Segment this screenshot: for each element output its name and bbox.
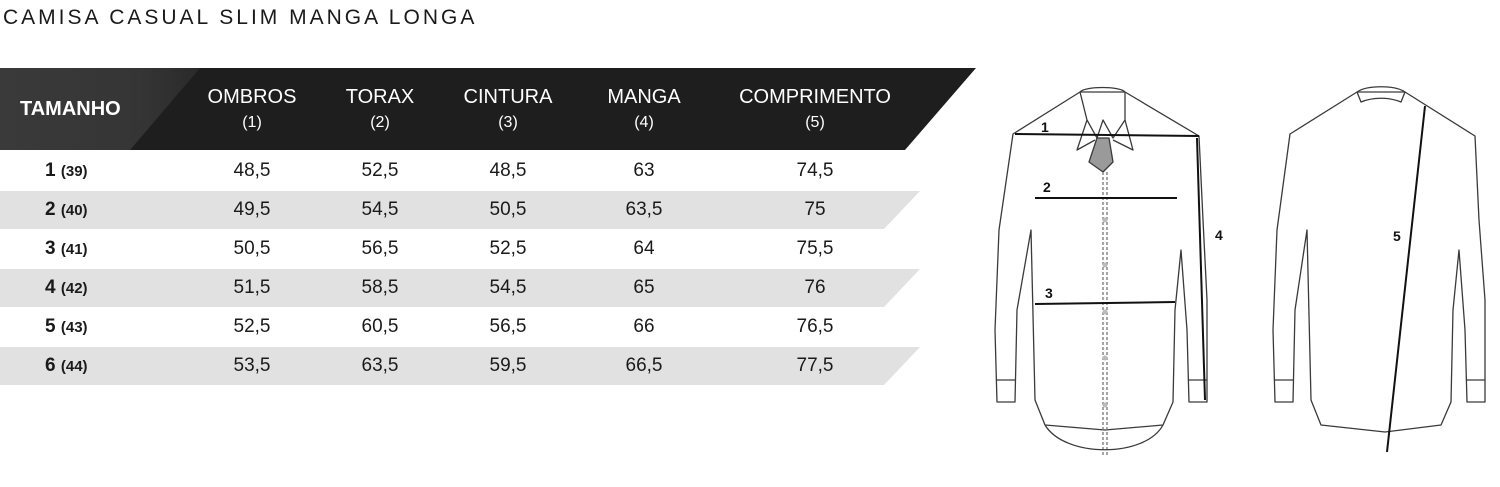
table-row: 4 (42) 51,5 58,5 54,5 65 76 (0, 269, 920, 307)
cell-cintura: 59,5 (489, 355, 527, 376)
cell-ombros: 53,5 (233, 355, 271, 376)
cell-torax: 54,5 (361, 199, 399, 220)
cell-manga: 65 (633, 277, 655, 298)
shirt-back-illustration (1272, 86, 1486, 433)
size-number: 2 (45, 199, 56, 220)
measure-label-2: 2 (1043, 179, 1051, 195)
column-number: (5) (805, 114, 825, 131)
cell-manga: 64 (633, 238, 655, 259)
column-label: MANGA (607, 86, 681, 108)
size-code: (40) (60, 202, 88, 219)
size-cell: 3 (41) (45, 230, 88, 268)
cell-ombros: 48,5 (233, 160, 271, 181)
column-header-torax: TORAX (2) (346, 84, 415, 136)
column-label: CINTURA (463, 86, 553, 108)
cell-comprimento: 77,5 (796, 355, 834, 376)
measure-line-shoulders (1014, 133, 1200, 137)
cell-ombros: 52,5 (233, 316, 271, 337)
size-number: 3 (45, 238, 56, 259)
cell-manga: 66 (633, 316, 655, 337)
column-header-ombros: OMBROS (1) (208, 84, 297, 136)
column-header-manga: MANGA (4) (607, 84, 680, 136)
table-row: 1 (39) 48,5 52,5 48,5 63 74,5 (0, 152, 920, 190)
size-code: (39) (60, 163, 88, 180)
cell-ombros: 49,5 (233, 199, 271, 220)
measure-label-1: 1 (1041, 119, 1049, 135)
column-number: (1) (242, 114, 262, 131)
cell-torax: 60,5 (361, 316, 399, 337)
size-code: (43) (60, 319, 88, 336)
size-cell: 6 (44) (45, 347, 88, 385)
size-cell: 2 (40) (45, 191, 88, 229)
table-row: 2 (40) 49,5 54,5 50,5 63,5 75 (0, 191, 920, 229)
size-code: (44) (60, 358, 88, 375)
size-cell: 5 (43) (45, 308, 88, 346)
size-code: (42) (60, 280, 88, 297)
size-number: 1 (45, 160, 56, 181)
measure-line-length (1386, 105, 1426, 453)
size-cell: 1 (39) (45, 152, 88, 190)
column-number: (3) (498, 114, 518, 131)
cell-manga: 66,5 (625, 355, 663, 376)
cell-manga: 63,5 (625, 199, 663, 220)
measure-label-4: 4 (1215, 227, 1223, 243)
cell-cintura: 52,5 (489, 238, 527, 259)
size-header: TAMANHO (20, 98, 121, 120)
cell-cintura: 56,5 (489, 316, 527, 337)
cell-cintura: 48,5 (489, 160, 527, 181)
measure-label-5: 5 (1393, 228, 1401, 244)
shirt-front-illustration (994, 86, 1208, 455)
cell-ombros: 50,5 (233, 238, 271, 259)
measure-line-sleeve (1196, 137, 1206, 401)
cell-comprimento: 75 (804, 199, 826, 220)
shirt-measurement-diagram: 1 2 3 4 5 (994, 86, 1486, 455)
cell-comprimento: 74,5 (796, 160, 834, 181)
column-header-comprimento: COMPRIMENTO (5) (739, 84, 891, 136)
cell-torax: 56,5 (361, 238, 399, 259)
size-code: (41) (60, 241, 88, 258)
cell-comprimento: 76 (804, 277, 826, 298)
measure-line-waist (1034, 301, 1176, 305)
cell-torax: 63,5 (361, 355, 399, 376)
cell-torax: 58,5 (361, 277, 399, 298)
table-row: 6 (44) 53,5 63,5 59,5 66,5 77,5 (0, 347, 920, 385)
cell-cintura: 54,5 (489, 277, 527, 298)
column-header-cintura: CINTURA (3) (464, 84, 553, 136)
table-row: 5 (43) 52,5 60,5 56,5 66 76,5 (0, 308, 920, 346)
shirt-buttons (1102, 217, 1108, 408)
size-cell: 4 (42) (45, 269, 88, 307)
cell-comprimento: 76,5 (796, 316, 834, 337)
cell-torax: 52,5 (361, 160, 399, 181)
column-label: COMPRIMENTO (739, 86, 891, 108)
cell-comprimento: 75,5 (796, 238, 834, 259)
cell-cintura: 50,5 (489, 199, 527, 220)
size-number: 4 (45, 277, 56, 298)
column-number: (2) (370, 114, 390, 131)
column-label: OMBROS (207, 86, 297, 108)
measure-label-3: 3 (1045, 285, 1053, 301)
cell-manga: 63 (633, 160, 655, 181)
size-table: TAMANHO OMBROS (1) TORAX (2) CINTURA (3)… (0, 68, 980, 388)
size-number: 6 (45, 355, 56, 376)
column-number: (4) (634, 114, 654, 131)
page-title: CAMISA CASUAL SLIM MANGA LONGA (3, 6, 478, 29)
size-number: 5 (45, 316, 56, 337)
table-row: 3 (41) 50,5 56,5 52,5 64 75,5 (0, 230, 920, 268)
cell-ombros: 51,5 (233, 277, 271, 298)
column-label: TORAX (345, 86, 415, 108)
